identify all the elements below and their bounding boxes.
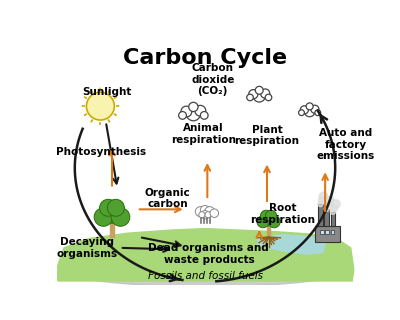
Circle shape — [261, 211, 276, 226]
Bar — [320, 230, 324, 234]
Text: Auto and
factory
emissions: Auto and factory emissions — [317, 128, 375, 161]
Circle shape — [195, 105, 206, 116]
Circle shape — [200, 205, 210, 215]
Text: Photosynthesis: Photosynthesis — [56, 147, 146, 157]
Polygon shape — [258, 235, 325, 254]
Circle shape — [210, 209, 218, 217]
Circle shape — [324, 206, 329, 211]
Circle shape — [331, 204, 338, 211]
Bar — [318, 204, 323, 226]
Text: Decaying
organisms: Decaying organisms — [57, 237, 118, 259]
Circle shape — [249, 90, 258, 99]
Circle shape — [304, 106, 315, 117]
Circle shape — [179, 112, 186, 119]
Bar — [267, 225, 270, 235]
Circle shape — [268, 216, 280, 228]
Bar — [324, 209, 329, 226]
Circle shape — [255, 86, 263, 94]
Text: Sunlight: Sunlight — [82, 87, 132, 97]
Bar — [330, 212, 335, 226]
Circle shape — [325, 201, 332, 208]
Circle shape — [111, 208, 130, 226]
Circle shape — [195, 207, 205, 217]
Circle shape — [200, 112, 208, 119]
Text: Root
respiration: Root respiration — [250, 203, 315, 225]
Circle shape — [86, 92, 114, 120]
Text: Organic
carbon: Organic carbon — [145, 188, 191, 209]
Text: Carbon
dioxide
(CO₂): Carbon dioxide (CO₂) — [191, 63, 234, 96]
Circle shape — [260, 89, 270, 98]
Circle shape — [306, 103, 313, 110]
Text: Fossils and fossil fuels: Fossils and fossil fuels — [148, 271, 262, 281]
Circle shape — [186, 107, 200, 121]
Circle shape — [247, 94, 253, 101]
Bar — [315, 226, 340, 243]
Circle shape — [100, 199, 117, 216]
Bar — [330, 230, 334, 234]
Bar — [110, 222, 114, 237]
Circle shape — [260, 210, 272, 221]
Circle shape — [205, 212, 211, 218]
Circle shape — [189, 102, 198, 112]
Text: Dead organisms and
waste products: Dead organisms and waste products — [148, 243, 269, 265]
Circle shape — [266, 210, 277, 221]
Circle shape — [107, 199, 124, 216]
Circle shape — [318, 196, 326, 204]
Circle shape — [300, 106, 308, 114]
Circle shape — [330, 209, 336, 214]
Circle shape — [199, 212, 205, 218]
Bar — [325, 230, 329, 234]
Circle shape — [265, 94, 272, 101]
Polygon shape — [58, 228, 354, 281]
Text: Animal
respiration: Animal respiration — [171, 123, 236, 145]
Circle shape — [181, 106, 192, 117]
Circle shape — [318, 201, 323, 207]
Circle shape — [332, 200, 340, 208]
Circle shape — [311, 105, 319, 113]
Circle shape — [201, 211, 209, 219]
Circle shape — [257, 216, 269, 228]
Circle shape — [253, 90, 265, 102]
Circle shape — [100, 200, 124, 223]
Circle shape — [319, 192, 328, 201]
Circle shape — [326, 196, 334, 205]
Circle shape — [205, 207, 215, 217]
Ellipse shape — [62, 252, 348, 287]
Circle shape — [298, 110, 304, 116]
Text: Plant
respiration: Plant respiration — [234, 124, 300, 146]
Circle shape — [315, 110, 321, 116]
Circle shape — [94, 208, 113, 226]
Text: Carbon Cycle: Carbon Cycle — [123, 48, 287, 68]
